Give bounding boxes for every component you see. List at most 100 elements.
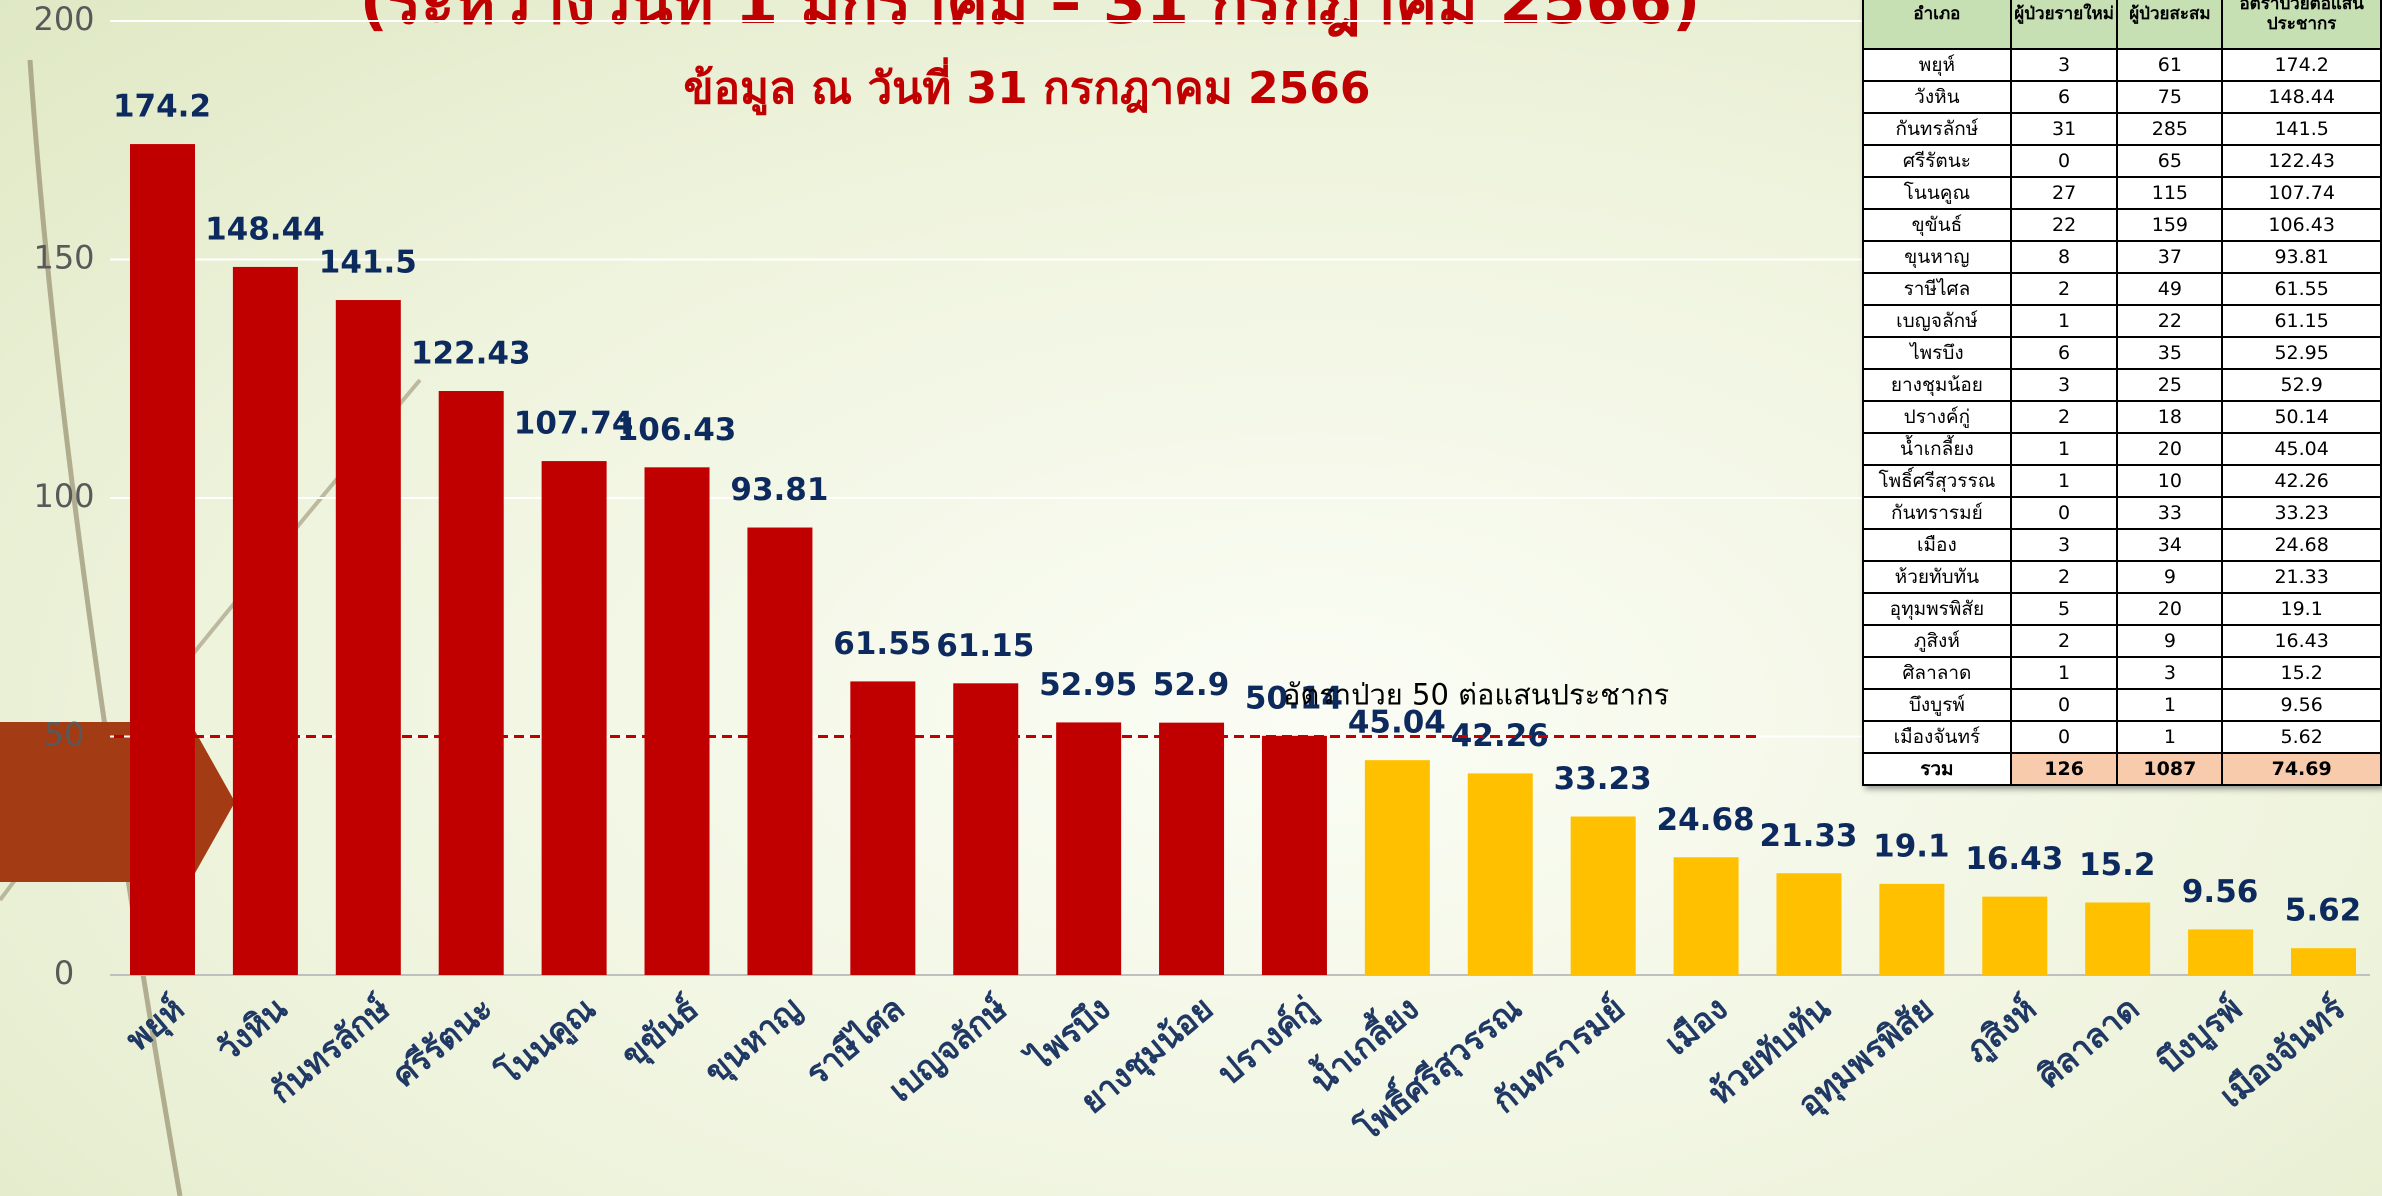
table-cell: ผู้ป่วยรายใหม่ — [2011, 0, 2118, 49]
table-cell: 285 — [2117, 113, 2222, 145]
table-cell: ราษีไศล — [1863, 273, 2011, 305]
table-cell: กันทรลักษ์ — [1863, 113, 2011, 145]
table-cell: 2 — [2011, 625, 2118, 657]
bar — [130, 144, 195, 975]
table-cell: 6 — [2011, 81, 2118, 113]
table-cell: 24.68 — [2222, 529, 2381, 561]
table-cell: 93.81 — [2222, 241, 2381, 273]
y-tick-label: 0 — [54, 954, 74, 992]
table-row: รวม126108774.69 — [1863, 753, 2381, 785]
data-label: 52.9 — [1153, 667, 1230, 703]
table-cell: 31 — [2011, 113, 2118, 145]
data-label: 141.5 — [319, 245, 417, 281]
data-label: 52.95 — [1039, 667, 1137, 703]
x-tick-label: ศิลาลาด — [2030, 989, 2147, 1096]
x-tick-label: ปรางค์กู่ — [1210, 989, 1325, 1095]
table-cell: 52.95 — [2222, 337, 2381, 369]
table-cell: ไพรบึง — [1863, 337, 2011, 369]
table-row: เมือง33424.68 — [1863, 529, 2381, 561]
bar — [1159, 723, 1224, 975]
table-cell: 159 — [2117, 209, 2222, 241]
bar — [1571, 816, 1636, 975]
table-cell: 0 — [2011, 721, 2118, 753]
table-cell: 5.62 — [2222, 721, 2381, 753]
table-cell: 19.1 — [2222, 593, 2381, 625]
table-cell: 6 — [2011, 337, 2118, 369]
bar — [1879, 884, 1944, 975]
table-cell: 174.2 — [2222, 49, 2381, 81]
bar — [542, 461, 607, 975]
table-cell: 0 — [2011, 145, 2118, 177]
table-cell: 3 — [2011, 529, 2118, 561]
table-cell: ศรีรัตนะ — [1863, 145, 2011, 177]
bar — [1982, 897, 2047, 975]
table-cell: 148.44 — [2222, 81, 2381, 113]
table-cell: 37 — [2117, 241, 2222, 273]
table-cell: 107.74 — [2222, 177, 2381, 209]
table-cell: 8 — [2011, 241, 2118, 273]
table-row: น้ำเกลี้ยง12045.04 — [1863, 433, 2381, 465]
data-label: 61.55 — [833, 626, 931, 662]
y-tick-label: 50 — [44, 716, 85, 754]
table-row: อำเภอผู้ป่วยรายใหม่ผู้ป่วยสะสมอัตราป่วยต… — [1863, 0, 2381, 49]
chart-title: (ระหว่างวันที่ 1 มกราคม – 31 กรกฎาคม 256… — [360, 0, 1701, 38]
bar — [2085, 902, 2150, 975]
table-cell: 61.15 — [2222, 305, 2381, 337]
table-cell: ผู้ป่วยสะสม — [2117, 0, 2222, 49]
table-cell: น้ำเกลี้ยง — [1863, 433, 2011, 465]
table-cell: 18 — [2117, 401, 2222, 433]
data-label: 16.43 — [1965, 841, 2063, 877]
table-row: พยุห์361174.2 — [1863, 49, 2381, 81]
table-cell: อัตราป่วยต่อแสนประชากร — [2222, 0, 2381, 49]
table-cell: 3 — [2011, 369, 2118, 401]
bar — [747, 528, 812, 975]
table-cell: ขุขันธ์ — [1863, 209, 2011, 241]
table-cell: 2 — [2011, 401, 2118, 433]
table-cell: 0 — [2011, 689, 2118, 721]
bar — [233, 267, 298, 975]
data-label: 174.2 — [113, 89, 211, 125]
table-cell: 1087 — [2117, 753, 2222, 785]
table-cell: 2 — [2011, 561, 2118, 593]
table-cell: 1 — [2011, 433, 2118, 465]
data-label: 122.43 — [411, 336, 531, 372]
bar — [439, 391, 504, 975]
bar — [953, 683, 1018, 975]
data-label: 61.15 — [936, 628, 1034, 664]
table-cell: 126 — [2011, 753, 2118, 785]
data-label: 106.43 — [617, 412, 737, 448]
table-cell: 20 — [2117, 433, 2222, 465]
x-tick-label: โนนคูณ — [489, 989, 605, 1095]
table-cell: 1 — [2011, 657, 2118, 689]
bar — [850, 681, 915, 975]
reference-label: อัตราป่วย 50 ต่อแสนประชากร — [1283, 678, 1669, 712]
table-cell: 9 — [2117, 625, 2222, 657]
data-label: 19.1 — [1873, 828, 1950, 864]
bar — [1468, 773, 1533, 975]
x-tick-label: ศรีรัตนะ — [384, 989, 500, 1095]
table-cell: ห้วยทับทัน — [1863, 561, 2011, 593]
table-cell: อำเภอ — [1863, 0, 2011, 49]
arrow-shape — [0, 722, 235, 882]
table-cell: 33.23 — [2222, 497, 2381, 529]
data-label: 24.68 — [1657, 802, 1755, 838]
slide: (ระหว่างวันที่ 1 มกราคม – 31 กรกฎาคม 256… — [0, 0, 2382, 1196]
table-cell: บึงบูรพ์ — [1863, 689, 2011, 721]
data-label: 148.44 — [205, 211, 325, 247]
table-row: โนนคูณ27115107.74 — [1863, 177, 2381, 209]
table-cell: 74.69 — [2222, 753, 2381, 785]
table-cell: โพธิ์ศรีสุวรรณ — [1863, 465, 2011, 497]
table-cell: 1 — [2011, 465, 2118, 497]
table-cell: 3 — [2011, 49, 2118, 81]
table-cell: 34 — [2117, 529, 2222, 561]
table-cell: 16.43 — [2222, 625, 2381, 657]
table-cell: ปรางค์กู่ — [1863, 401, 2011, 433]
table-cell: 3 — [2117, 657, 2222, 689]
